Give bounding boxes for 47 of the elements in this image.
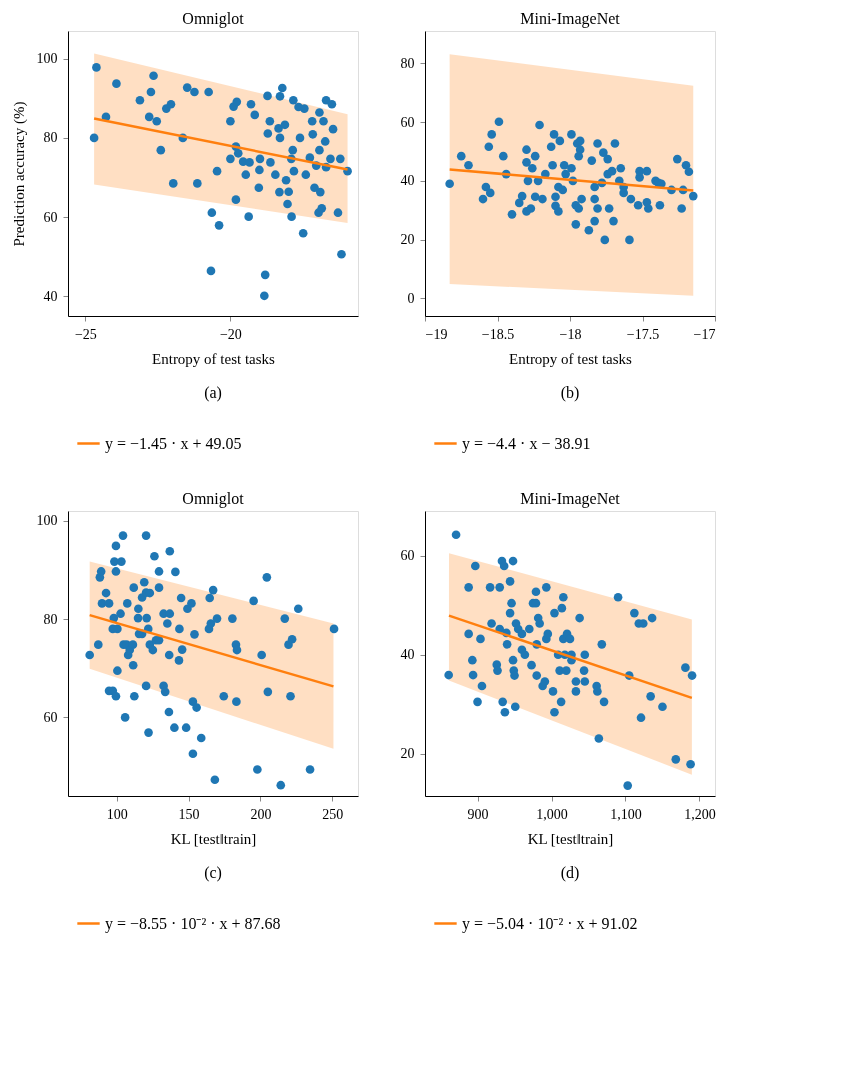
chart-title: Mini-ImageNet — [520, 490, 621, 508]
x-axis-title: Entropy of test tasks — [152, 350, 276, 367]
x-tick-label: −17 — [693, 326, 716, 342]
legend-label: y = −8.55 · 10⁻² · x + 87.68 — [105, 914, 281, 933]
y-tick-label: 60 — [43, 709, 58, 725]
x-tick-label: 1,100 — [610, 806, 642, 822]
x-axis-title: Entropy of test tasks — [509, 350, 633, 367]
y-tick-label: 20 — [400, 232, 415, 248]
y-tick-label: 0 — [407, 290, 415, 306]
x-tick-label: 900 — [467, 806, 489, 822]
x-tick-label: −17.5 — [626, 326, 660, 342]
y-tick-label: 20 — [400, 746, 415, 762]
y-tick-label: 80 — [43, 130, 58, 146]
x-tick-label: −20 — [219, 326, 242, 342]
x-tick-label: 1,200 — [684, 806, 716, 822]
y-tick-label: 100 — [36, 513, 58, 529]
x-tick-label: 200 — [250, 806, 272, 822]
x-tick-label: 250 — [322, 806, 344, 822]
x-axis-title: KL [test‖train] — [170, 830, 257, 847]
chart-title: Omniglot — [182, 490, 245, 508]
x-tick-label: 100 — [106, 806, 128, 822]
chart-title: Omniglot — [182, 10, 245, 28]
x-tick-label: −19 — [425, 326, 448, 342]
y-tick-label: 60 — [43, 209, 58, 225]
legend-label: y = −4.4 · x − 38.91 — [462, 434, 591, 453]
y-tick-label: 80 — [43, 611, 58, 627]
x-tick-label: −25 — [74, 326, 97, 342]
y-tick-label: 40 — [400, 647, 415, 663]
y-tick-label: 60 — [400, 114, 415, 130]
y-tick-label: 40 — [43, 288, 58, 304]
text: (b) — [560, 384, 580, 402]
x-tick-label: −18.5 — [481, 326, 515, 342]
y-tick-label: 80 — [400, 55, 415, 71]
x-axis-title: KL [test‖train] — [527, 830, 614, 847]
y-tick-label: 100 — [36, 51, 58, 67]
text: (d) — [560, 864, 580, 882]
x-tick-label: 150 — [178, 806, 200, 822]
text: (c) — [204, 864, 222, 882]
legend-label: y = −1.45 · x + 49.05 — [105, 434, 242, 453]
chart-title: Mini-ImageNet — [520, 10, 621, 28]
x-tick-label: 1,000 — [536, 806, 568, 822]
x-tick-label: −18 — [559, 326, 582, 342]
y-axis-title: Prediction accuracy (%) — [10, 101, 28, 247]
y-tick-label: 40 — [400, 173, 415, 189]
text: (a) — [204, 384, 222, 402]
y-tick-label: 60 — [400, 548, 415, 564]
legend-label: y = −5.04 · 10⁻² · x + 91.02 — [462, 914, 638, 933]
